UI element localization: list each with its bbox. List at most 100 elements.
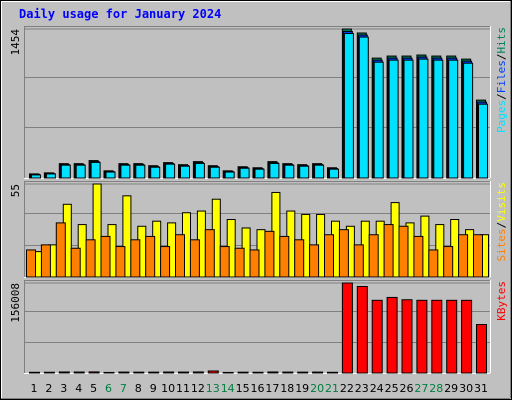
bar: [29, 371, 40, 374]
legend-separator: /: [495, 54, 508, 61]
bar: [115, 246, 126, 278]
x-tick-label: 5: [90, 382, 97, 395]
bar: [329, 168, 339, 179]
bar: [180, 165, 190, 179]
bar: [418, 58, 429, 179]
legend-separator: /: [495, 93, 508, 100]
bar: [40, 244, 51, 278]
x-tick-label: 16: [251, 382, 265, 395]
bar: [476, 324, 487, 374]
x-tick-label: 21: [325, 382, 339, 395]
bar: [192, 371, 204, 374]
bar: [237, 371, 249, 374]
x-tick-label: 19: [295, 382, 309, 395]
bar: [165, 163, 176, 179]
bar: [373, 61, 384, 179]
bar: [458, 234, 469, 278]
bar: [371, 299, 383, 374]
legend: Pages/Files/Hits: [495, 27, 508, 133]
bar: [443, 246, 454, 278]
bar: [312, 371, 324, 374]
bar: [133, 371, 145, 374]
bar: [100, 235, 111, 278]
bar: [461, 299, 473, 374]
bar: [314, 164, 325, 179]
bar: [178, 371, 189, 374]
bar: [222, 371, 234, 374]
bar: [324, 234, 334, 278]
bar: [358, 36, 369, 179]
x-tick-label: 26: [400, 382, 414, 395]
x-tick-label: 18: [280, 382, 294, 395]
bar: [264, 230, 275, 278]
bar: [118, 371, 130, 374]
bar: [433, 59, 444, 179]
bar: [341, 282, 353, 374]
bar: [103, 371, 115, 374]
bar: [120, 164, 131, 179]
bar: [386, 296, 398, 374]
bar: [58, 371, 70, 374]
bar: [150, 166, 161, 179]
x-tick-label: 29: [444, 382, 458, 395]
chart-title: Daily usage for January 2024: [19, 7, 221, 21]
legend-entry: Files: [495, 60, 508, 93]
bar: [85, 239, 96, 278]
bar: [175, 234, 185, 278]
bar: [209, 166, 220, 179]
bar: [73, 371, 85, 374]
x-tick-label: 2: [45, 382, 52, 395]
x-tick-label: 1: [31, 382, 38, 395]
x-tick-label: 28: [429, 382, 443, 395]
bar: [431, 299, 443, 374]
bar: [204, 229, 215, 278]
bar: [92, 183, 102, 278]
bar: [309, 244, 320, 278]
bar: [428, 249, 439, 278]
bar: [70, 247, 81, 278]
x-tick-label: 17: [265, 382, 279, 395]
bar: [45, 173, 56, 179]
x-tick-label: 9: [150, 382, 157, 395]
bar: [327, 371, 338, 374]
x-tick-label: 15: [236, 382, 250, 395]
bar: [463, 62, 474, 179]
bar: [60, 164, 71, 179]
bar: [297, 371, 309, 374]
x-tick-label: 3: [60, 382, 67, 395]
bar: [388, 59, 399, 179]
x-tick-label: 6: [105, 382, 112, 395]
bar: [448, 59, 459, 179]
bar: [219, 246, 230, 278]
bar: [338, 229, 349, 278]
x-tick-label: 10: [161, 382, 175, 395]
legend: Sites/Visits: [495, 182, 508, 262]
legend-entry: Pages: [495, 100, 508, 133]
y-tick-label: 55: [9, 184, 22, 197]
bar: [446, 299, 458, 374]
bar: [478, 103, 488, 179]
bar: [343, 33, 354, 179]
x-tick-label: 27: [414, 382, 428, 395]
y-tick-label: 156008: [9, 283, 22, 323]
bar: [224, 171, 235, 179]
x-tick-label: 24: [370, 382, 384, 395]
bar: [282, 371, 294, 374]
bar: [299, 165, 310, 179]
x-tick-label: 4: [75, 382, 82, 395]
bar: [403, 59, 414, 179]
bar: [43, 371, 55, 374]
bar: [413, 235, 424, 278]
x-tick-label: 7: [120, 382, 127, 395]
bar: [31, 174, 41, 179]
bar: [160, 246, 171, 278]
legend-entry: Visits: [495, 182, 508, 222]
bar: [194, 162, 205, 179]
bar: [249, 249, 260, 278]
bar: [26, 249, 36, 278]
bar: [122, 195, 132, 278]
x-tick-label: 8: [135, 382, 142, 395]
bar: [234, 247, 245, 278]
bar: [189, 239, 200, 278]
y-tick-label: 1454: [9, 29, 22, 56]
